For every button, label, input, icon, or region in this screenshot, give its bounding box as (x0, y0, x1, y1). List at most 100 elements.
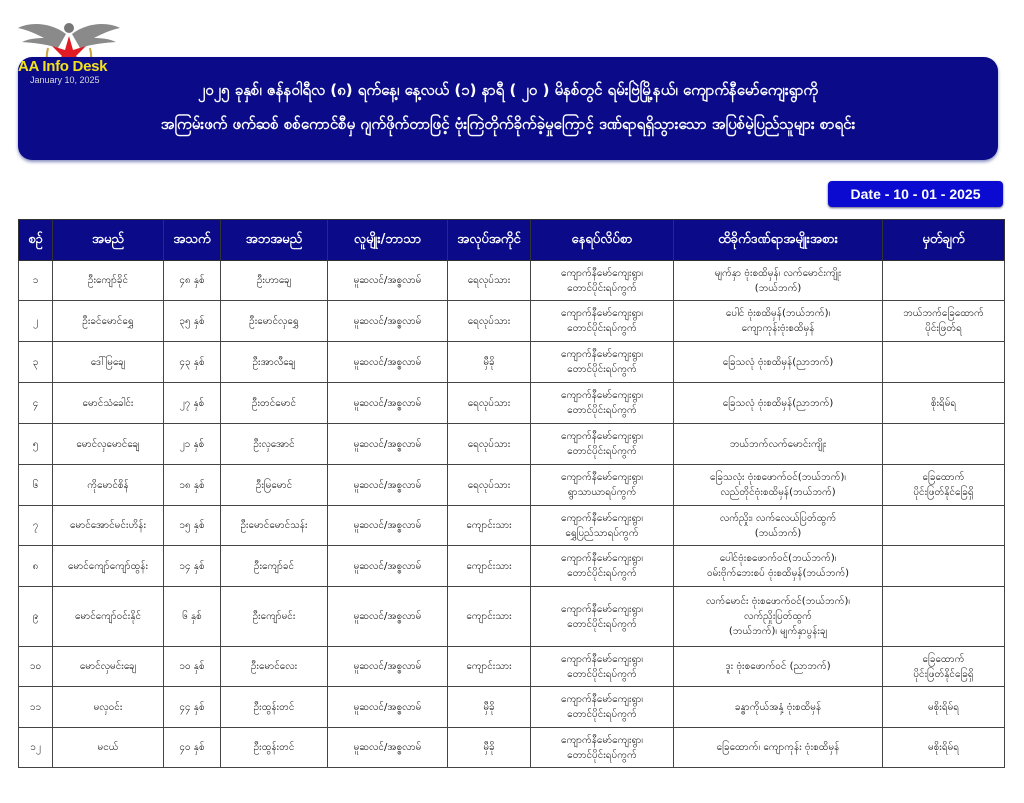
cell-father-name: ဦးမောင်လှရွှေ (220, 300, 328, 342)
cell-line: ဘယ်ဘက်လက်မောင်းကျိုး (729, 438, 827, 450)
header-occupation: အလုပ်အကိုင် (447, 219, 531, 261)
cell-name: ဦးခင်မောင်ရွှေ (52, 300, 164, 342)
cell-address: ကျောက်နီမော်ကျေးရွာ၊တောင်ပိုင်းရပ်ကွက် (530, 300, 674, 342)
cell-line: လက်ညှိုး၊ လက်လေယ်ပြတ်ထွက် (719, 512, 837, 524)
cell-address: ကျောက်နီမော်ကျေးရွာ၊ တောင်ပိုင်းရပ်ကွက် (530, 646, 674, 687)
cell-injury-type: မျက်နှာ ဗုံးစထိမှန်၊ လက်မောင်းကျိုး (ဘယ်ဘ… (673, 260, 883, 301)
cell-name: မောင်သံခေါင်း (52, 382, 164, 424)
cell-ethnicity-religion: မူဆလင်/အစ္စလာမ် (327, 545, 448, 587)
cell-occupation: ရေလုပ်သား (447, 464, 531, 506)
cell-name: ဒေါ်မြချေ (52, 341, 164, 383)
cell-line: ကျောက်နီမော်ကျေးရွာ၊ (561, 603, 643, 615)
cell-no: ၁၂ (18, 727, 53, 768)
cell-address: ကျောက်နီမော်ကျေးရွာ၊ တောင်ပိုင်းရပ်ကွက် (530, 423, 674, 465)
cell-ethnicity-religion: မူဆလင်/အစ္စလာမ် (327, 646, 448, 687)
cell-ethnicity-religion: မူဆလင်/အစ္စလာမ် (327, 423, 448, 465)
cell-line: လက်မောင်း ဗုံးစဖောက်ဝင်(ဘယ်ဘက်)၊ (706, 596, 850, 607)
cell-line: ပေါင် ဗုံးစထိမှန်(ဘယ်ဘက်)၊ (725, 308, 831, 319)
victims-table: စဉ် အမည် အသက် အဘအမည် လူမျိုး/ဘာသာ အလုပ်အကိုင်… (18, 219, 1005, 768)
cell-remarks: စိုးရိမ်ရ (882, 382, 1005, 424)
cell-father-name: ဦးမောင်လေး (220, 646, 328, 687)
header-address: နေရပ်လိပ်စာ (530, 219, 674, 261)
cell-no: ၁၀ (18, 646, 53, 687)
cell-occupation: ကျောင်းသား (447, 646, 531, 687)
cell-occupation: မှီခို (447, 341, 531, 383)
cell-line: ကျောက်နီမော်ကျေးရွာ၊ (561, 694, 643, 705)
cell-line: ခြေသလုံ ဗုံးစထိမှန်(ညာဘက်) (722, 356, 834, 368)
cell-line: ပိုင်းဖြတ်နိုင်ခြေရှိ (913, 487, 974, 498)
cell-age: ၆ နှစ် (163, 586, 221, 647)
cell-line: ဘယ်ဘက်ခြေထောက် (903, 308, 984, 319)
cell-line: ကျောက်နီမော်ကျေးရွာ၊ (561, 308, 643, 319)
cell-line: ခန္ဓာကိုယ်အနှံ့ ဗုံးစထိမှန် (734, 701, 822, 713)
title-line-1: ၂၀၂၅ ခုနှစ်၊ ဇန်နဝါရီလ (၈) ရက်နေ့၊ နေ့လယ… (197, 81, 819, 99)
cell-line: တောင်ပိုင်းရပ်ကွက် (567, 709, 637, 720)
cell-age: ၄၈ နှစ် (163, 260, 221, 301)
cell-line: ဒူး ဗုံးစဖောက်ဝင် (ညာဘက်) (725, 661, 831, 672)
cell-injury-type: ခြေသလုံး ဗုံးစဖောက်ဝင်(ဘယ်ဘက်)၊ လည်တိုင်ဗ… (673, 464, 883, 506)
header-ethnicity-religion: လူမျိုး/ဘာသာ (327, 219, 448, 261)
table-row: ၄မောင်သံခေါင်း ၂၇ နှစ် ဦးတင်မောင် မူဆလင်/အစ… (18, 382, 1005, 424)
table-header-row: စဉ် အမည် အသက် အဘအမည် လူမျိုး/ဘာသာ အလုပ်အကိုင်… (18, 219, 1005, 261)
cell-line: တောင်ပိုင်းရပ်ကွက် (567, 323, 637, 334)
cell-occupation: မှီခို (447, 686, 531, 728)
cell-age: ၂၇ နှစ် (163, 382, 221, 424)
cell-injury-type: ဒူး ဗုံးစဖောက်ဝင် (ညာဘက်) (673, 646, 883, 687)
cell-injury-type: လက်ညှိုး၊ လက်လေယ်ပြတ်ထွက် (ဘယ်ဘက်) (673, 505, 883, 546)
cell-ethnicity-religion: မူဆလင်/အစ္စလာမ် (327, 505, 448, 546)
header-no: စဉ် (18, 219, 53, 261)
cell-occupation: မှီခို (447, 727, 531, 768)
cell-name: မလှဝင်း (52, 686, 164, 728)
cell-line: တောင်ပိုင်းရပ်ကွက် (567, 446, 637, 457)
brand-name: AA Info Desk (18, 58, 108, 75)
cell-no: ၄ (18, 382, 53, 424)
cell-father-name: ဦးမြမောင် (220, 464, 328, 506)
table-row: ၁၂ မငယ် ၄၀ နှစ် ဦးထွန်းတင် မူဆလင်/အစ္စလာမ် မှ… (18, 727, 1005, 768)
cell-remarks (882, 341, 1005, 383)
cell-no: ၁ (18, 260, 53, 301)
cell-occupation: ရေလုပ်သား (447, 382, 531, 424)
cell-line: မျက်နှာ ဗုံးစထိမှန်၊ လက်မောင်းကျိုး (714, 267, 842, 279)
cell-remarks: ခြေထောက် ပိုင်းဖြတ်နိုင်ခြေရှိ (882, 464, 1005, 506)
cell-injury-type: ဘယ်ဘက်လက်မောင်းကျိုး (673, 423, 883, 465)
cell-father-name: ဦးကျော်မင်း (220, 586, 328, 647)
cell-injury-type: လက်မောင်း ဗုံးစဖောက်ဝင်(ဘယ်ဘက်)၊ လက်ညှိုး… (673, 586, 883, 647)
cell-address: ကျောက်နီမော်ကျေးရွာ၊ တောင်ပိုင်းရပ်ကွက် (530, 382, 674, 424)
cell-line: ခြေသလုံ ဗုံးစထိမှန်(ညာဘက်) (722, 397, 834, 409)
cell-line: ရွာသာယာရပ်ကွက် (567, 487, 637, 498)
cell-ethnicity-religion: မူဆလင်/အစ္စလာမ် (327, 300, 448, 342)
date-badge: Date - 10 - 01 - 2025 (828, 181, 1003, 207)
cell-no: ၆ (18, 464, 53, 506)
cell-father-name: ဦးဟာချေ (220, 260, 328, 301)
cell-ethnicity-religion: မူဆလင်/အစ္စလာမ် (327, 341, 448, 383)
cell-line: ကျောက်နီမော်ကျေးရွာ၊ (561, 349, 643, 360)
cell-name: မောင်အောင်မင်းဟိန်း (52, 505, 164, 546)
cell-age: ၃၅ နှစ် (163, 300, 221, 342)
cell-father-name: ဦးထွန်းတင် (220, 727, 328, 768)
cell-line: ဝမ်းဗိုက်ဘေးစပ် ဗုံးစထိမှန်(ဘယ်ဘက်) (706, 568, 850, 579)
table-row: ၁ဦးကျော်ခိုင် ၄၈ နှစ် ဦးဟာချေ မူဆလင်/အစ္စလာ… (18, 260, 1005, 301)
table-row: ၁၁ မလှဝင်း ၄၄ နှစ် ဦးထွန်းတင် မူဆလင်/အစ္စလာမ… (18, 686, 1005, 728)
cell-father-name: ဦးမောင်မောင်သန်း (220, 505, 328, 546)
cell-no: ၇ (18, 505, 53, 546)
cell-injury-type: ခြေသလုံ ဗုံးစထိမှန်(ညာဘက်) (673, 382, 883, 424)
right-wing-icon (72, 24, 120, 48)
cell-line: ခြေထောက်၊ ကျောကုန်း ဗုံးစထိမှန် (716, 742, 840, 753)
cell-remarks: မစိုးရိမ်ရ (882, 727, 1005, 768)
cell-ethnicity-religion: မူဆလင်/အစ္စလာမ် (327, 727, 448, 768)
cell-ethnicity-religion: မူဆလင်/အစ္စလာမ် (327, 686, 448, 728)
cell-address: ကျောက်နီမော်ကျေးရွာ၊ တောင်ပိုင်းရပ်ကွက် (530, 727, 674, 768)
header-age: အသက် (163, 219, 221, 261)
cell-no: ၂ (18, 300, 53, 342)
cell-father-name: ဦးလှအောင် (220, 423, 328, 465)
cell-father-name: ဦးအာလီချေ (220, 341, 328, 383)
cell-age: ၂၁ နှစ် (163, 423, 221, 465)
cell-line: ရွှေပြည်သာရပ်ကွက် (565, 527, 639, 539)
cell-no: ၁၁ (18, 686, 53, 728)
cell-no: ၈ (18, 545, 53, 587)
table-row: ၃ဒေါ်မြချေ ၄၃ နှစ် ဦးအာလီချေ မူဆလင်/အစ္စလာမ… (18, 341, 1005, 383)
cell-age: ၁၅ နှစ် (163, 505, 221, 546)
cell-age: ၄၃ နှစ် (163, 341, 221, 383)
cell-name: ကိုမောင်စိန် (52, 464, 164, 506)
cell-line: ကျောက်နီမော်ကျေးရွာ၊ (561, 734, 643, 746)
